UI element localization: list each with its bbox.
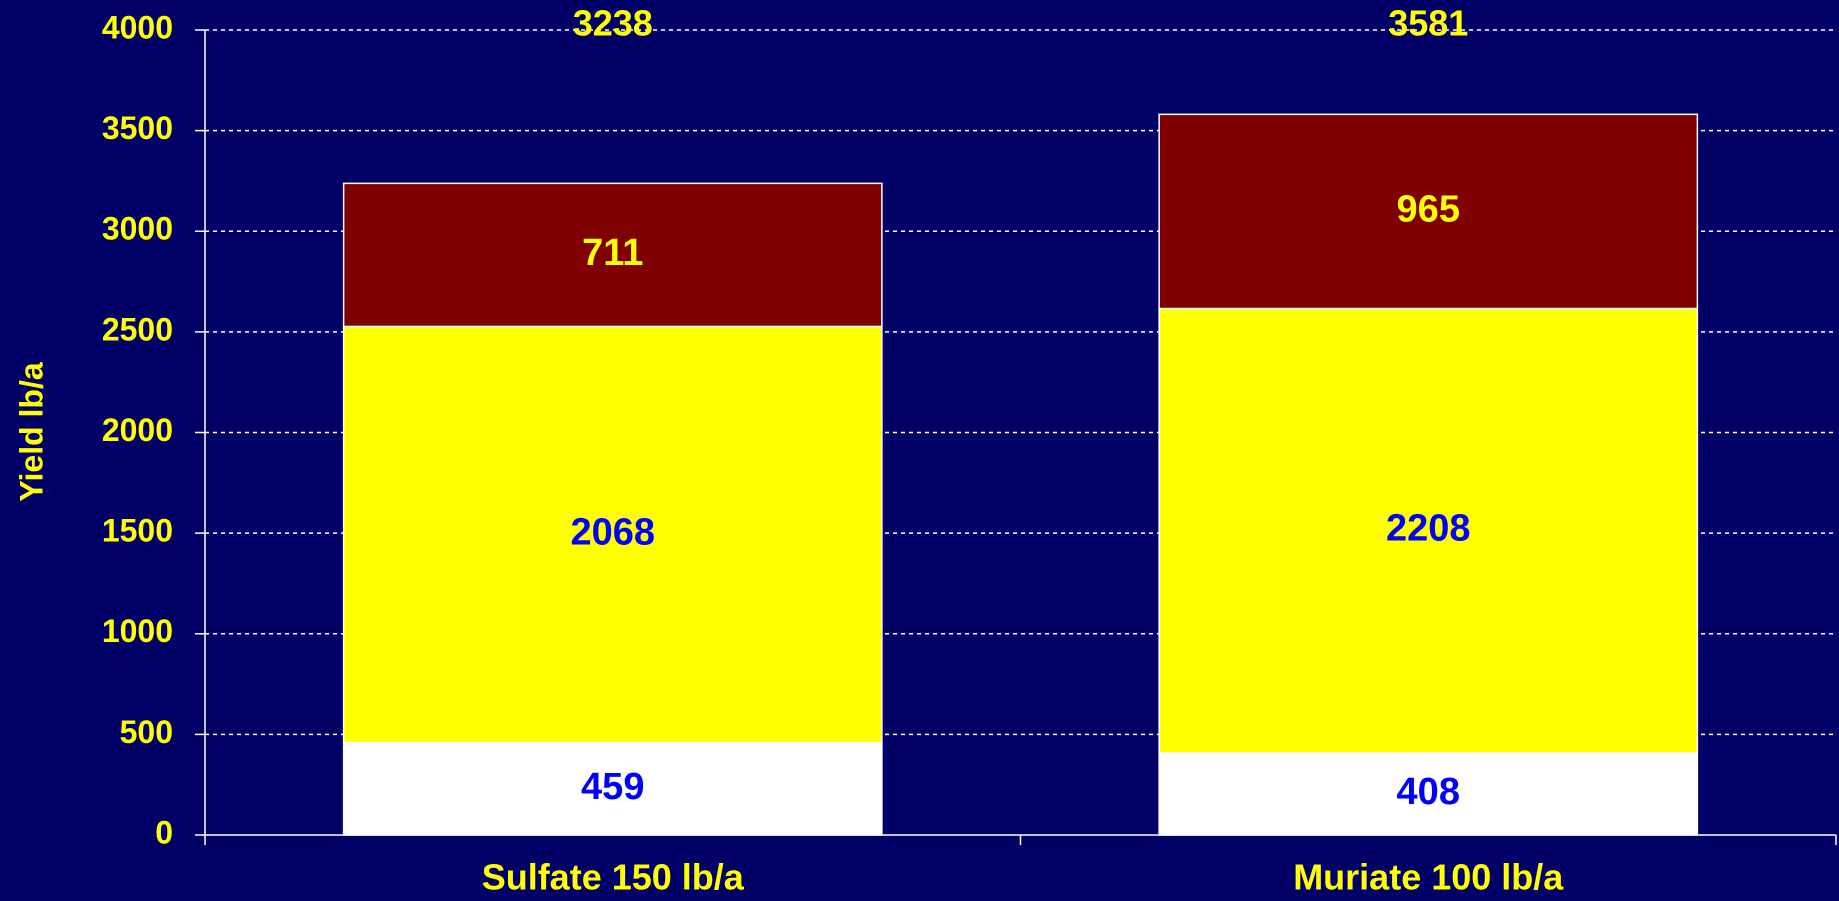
y-tick-label: 1500 <box>102 513 173 549</box>
y-axis-label: Yield lb/a <box>13 362 49 502</box>
y-tick-label: 500 <box>120 714 173 750</box>
x-tick-label: Sulfate 150 lb/a <box>482 857 745 898</box>
bar-segment <box>342 325 883 744</box>
y-tick-label: 0 <box>155 814 173 850</box>
bar-segment <box>342 182 883 328</box>
y-tick-label: 3000 <box>102 211 173 247</box>
total-label: 3581 <box>1388 3 1468 44</box>
bar-segment <box>1158 307 1699 754</box>
bar-segment <box>1158 113 1699 310</box>
y-tick-label: 2000 <box>102 412 173 448</box>
data-label: 408 <box>1397 771 1460 813</box>
total-label: 3238 <box>573 3 653 44</box>
x-tick-label: Muriate 100 lb/a <box>1293 857 1564 898</box>
data-label: 711 <box>582 232 643 274</box>
y-tick-label: 4000 <box>102 9 173 45</box>
y-tick-label: 1000 <box>102 613 173 649</box>
data-label: 2208 <box>1386 508 1471 550</box>
y-tick-label: 2500 <box>102 311 173 347</box>
bar-segment <box>342 741 883 836</box>
y-tick-label: 3500 <box>102 110 173 146</box>
data-label: 965 <box>1397 188 1460 230</box>
data-label: 2068 <box>570 512 655 554</box>
data-label: 459 <box>581 766 644 808</box>
